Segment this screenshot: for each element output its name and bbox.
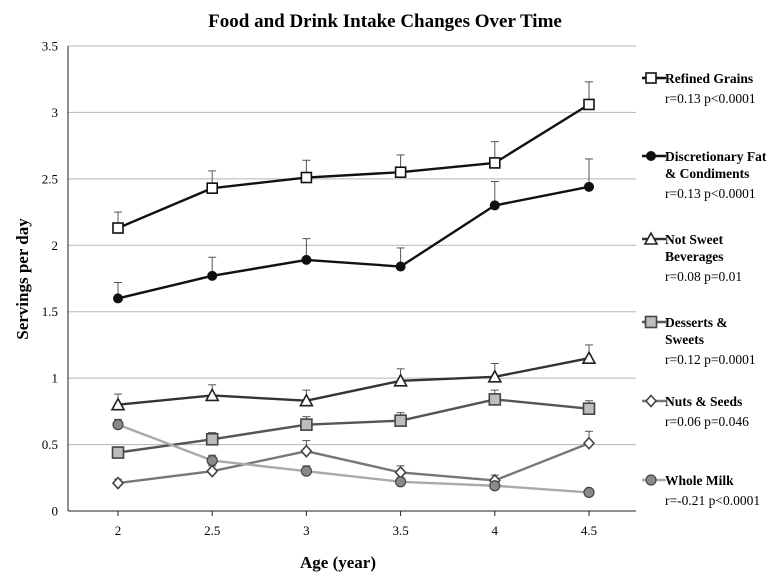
data-point [110, 397, 126, 411]
legend-stat: r=-0.21 p<0.0001 [665, 493, 760, 508]
series-0 [112, 81, 595, 234]
x-tick-labels: 2 2.5 3 3.5 4 4.5 [115, 523, 597, 538]
data-point [205, 432, 219, 446]
data-point [489, 480, 501, 492]
legend-marker [645, 474, 657, 486]
data-point [395, 476, 407, 488]
legend-stat: r=0.12 p=0.0001 [665, 352, 756, 367]
x-tick-label: 2.5 [204, 523, 220, 538]
series-line [117, 423, 590, 494]
x-tick-label: 3.5 [392, 523, 408, 538]
y-tick-label: 0 [52, 504, 59, 519]
legend-stat: r=0.13 p<0.0001 [665, 91, 756, 106]
legend-label: Whole Milk [665, 473, 734, 488]
legend-entry: Whole Milk r=-0.21 p<0.0001 [642, 473, 760, 508]
data-point [583, 486, 595, 498]
y-tick-label: 3 [52, 105, 59, 120]
legend-stat: r=0.08 p=0.01 [665, 269, 742, 284]
data-point [206, 454, 218, 467]
legend-label: Nuts & Seeds [665, 394, 742, 409]
data-point [583, 98, 595, 111]
legend-stat: r=0.13 p<0.0001 [665, 186, 756, 201]
legend-entry: Nuts & Seeds r=0.06 p=0.046 [642, 394, 749, 429]
legend-label: Discretionary Fat [665, 149, 767, 164]
series-line [117, 398, 590, 454]
y-tick-labels: 0 0.5 1 1.5 2 2.5 3 3.5 [42, 39, 58, 519]
legend-entry: Discretionary Fat & Condiments r=0.13 p<0.… [642, 149, 767, 201]
legend-label: Not Sweet [665, 232, 724, 247]
data-point [394, 166, 407, 179]
y-tick-label: 2 [52, 238, 59, 253]
y-tick-label: 1.5 [42, 304, 58, 319]
y-tick-label: 1 [52, 371, 59, 386]
data-point [582, 436, 596, 450]
legend-entry: Refined Grains r=0.13 p<0.0001 [642, 71, 756, 106]
legend-label: Refined Grains [665, 71, 753, 86]
data-point [112, 419, 124, 431]
legend-marker [644, 315, 658, 329]
legend-label: & Condiments [665, 166, 749, 181]
x-tick-label: 3 [303, 523, 310, 538]
data-point [393, 373, 408, 387]
legend-marker [645, 72, 657, 84]
data-point [300, 418, 313, 431]
legend-marker [643, 231, 659, 245]
legend-entry: Desserts & Sweets r=0.12 p=0.0001 [642, 315, 756, 367]
data-point [207, 270, 218, 281]
series-line [117, 357, 590, 406]
y-tick-label: 2.5 [42, 171, 58, 186]
series-2 [110, 344, 597, 411]
data-point [206, 464, 219, 478]
data-point [581, 350, 597, 365]
data-point [489, 200, 500, 211]
series-4 [111, 430, 596, 490]
data-point [300, 444, 313, 458]
x-axis-label: Age (year) [300, 553, 376, 572]
data-point [111, 446, 125, 459]
data-point [488, 393, 502, 406]
data-point [584, 181, 594, 192]
legend-entry: Not Sweet Beverages r=0.08 p=0.01 [642, 231, 742, 284]
data-point [300, 171, 313, 184]
series-1 [113, 158, 594, 304]
data-point [206, 182, 218, 194]
legend-label: Beverages [665, 249, 723, 264]
series-line [117, 185, 590, 300]
y-axis-label: Servings per day [13, 218, 32, 340]
y-tick-label: 3.5 [42, 39, 58, 54]
plot-area [110, 81, 597, 498]
series-line [117, 442, 590, 485]
gridlines [68, 45, 636, 446]
data-point [582, 402, 596, 416]
legend-marker [646, 151, 656, 161]
chart-title: Food and Drink Intake Changes Over Time [208, 11, 562, 32]
data-point [395, 261, 406, 272]
data-point [299, 393, 314, 407]
data-point [204, 387, 220, 402]
legend-label: Desserts & [665, 315, 728, 330]
data-point [113, 293, 123, 304]
legend-stat: r=0.06 p=0.046 [665, 414, 749, 429]
data-point [394, 414, 407, 427]
x-tick-label: 4.5 [581, 523, 597, 538]
data-point [487, 369, 503, 383]
series-5 [112, 418, 595, 498]
y-tick-label: 0.5 [42, 437, 58, 452]
legend-marker [644, 394, 658, 408]
data-point [301, 254, 312, 265]
legend-label: Sweets [665, 332, 704, 347]
data-point [112, 222, 124, 234]
axes [67, 46, 636, 516]
data-point [488, 157, 501, 169]
data-point [111, 476, 125, 490]
series-3 [111, 389, 596, 459]
series-line [117, 103, 590, 230]
data-point [300, 465, 312, 477]
x-tick-label: 4 [492, 523, 499, 538]
x-tick-label: 2 [115, 523, 122, 538]
